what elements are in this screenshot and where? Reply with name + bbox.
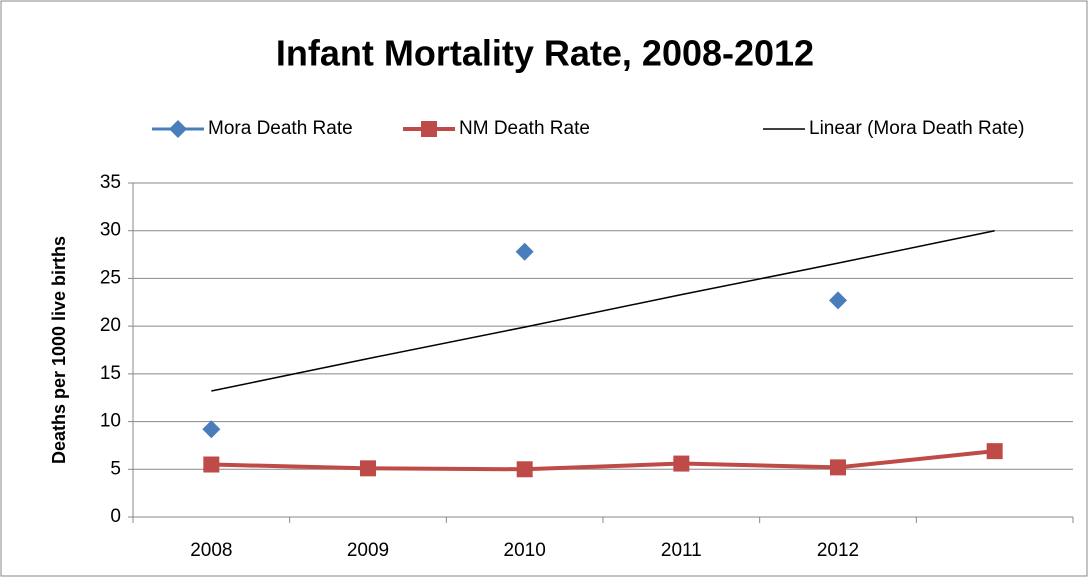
y-tick-label: 20 <box>100 315 121 336</box>
x-tick-label: 2010 <box>504 540 546 561</box>
legend-label: Linear (Mora Death Rate) <box>809 118 1024 139</box>
square-marker <box>421 121 437 137</box>
square-marker <box>360 460 376 477</box>
series-line <box>211 449 995 472</box>
diamond-marker <box>515 242 534 261</box>
legend-label: Mora Death Rate <box>208 118 353 139</box>
diamond-marker <box>202 420 221 439</box>
y-tick-label: 5 <box>110 458 121 479</box>
x-tick-label: 2012 <box>817 540 859 561</box>
square-marker <box>673 455 690 472</box>
y-tick-label: 30 <box>100 220 121 241</box>
y-axis-label: Deaths per 1000 live births <box>49 236 69 464</box>
y-tick-label: 35 <box>100 172 121 193</box>
y-tick-label: 10 <box>100 411 121 432</box>
square-marker <box>830 459 846 476</box>
square-marker <box>986 443 1003 460</box>
chart-title: Infant Mortality Rate, 2008-2012 <box>276 33 814 74</box>
diamond-marker <box>829 291 847 310</box>
x-tick-label: 2009 <box>347 540 389 561</box>
diamond-marker <box>169 120 187 138</box>
square-marker <box>516 461 533 478</box>
x-tick-label: 2008 <box>190 540 232 561</box>
x-tick-label: 2011 <box>661 540 702 561</box>
y-tick-label: 25 <box>100 267 121 288</box>
y-tick-label: 0 <box>110 506 121 527</box>
series-line <box>211 229 995 392</box>
y-tick-label: 15 <box>100 363 121 384</box>
square-marker <box>203 456 220 473</box>
legend-label: NM Death Rate <box>459 118 590 139</box>
